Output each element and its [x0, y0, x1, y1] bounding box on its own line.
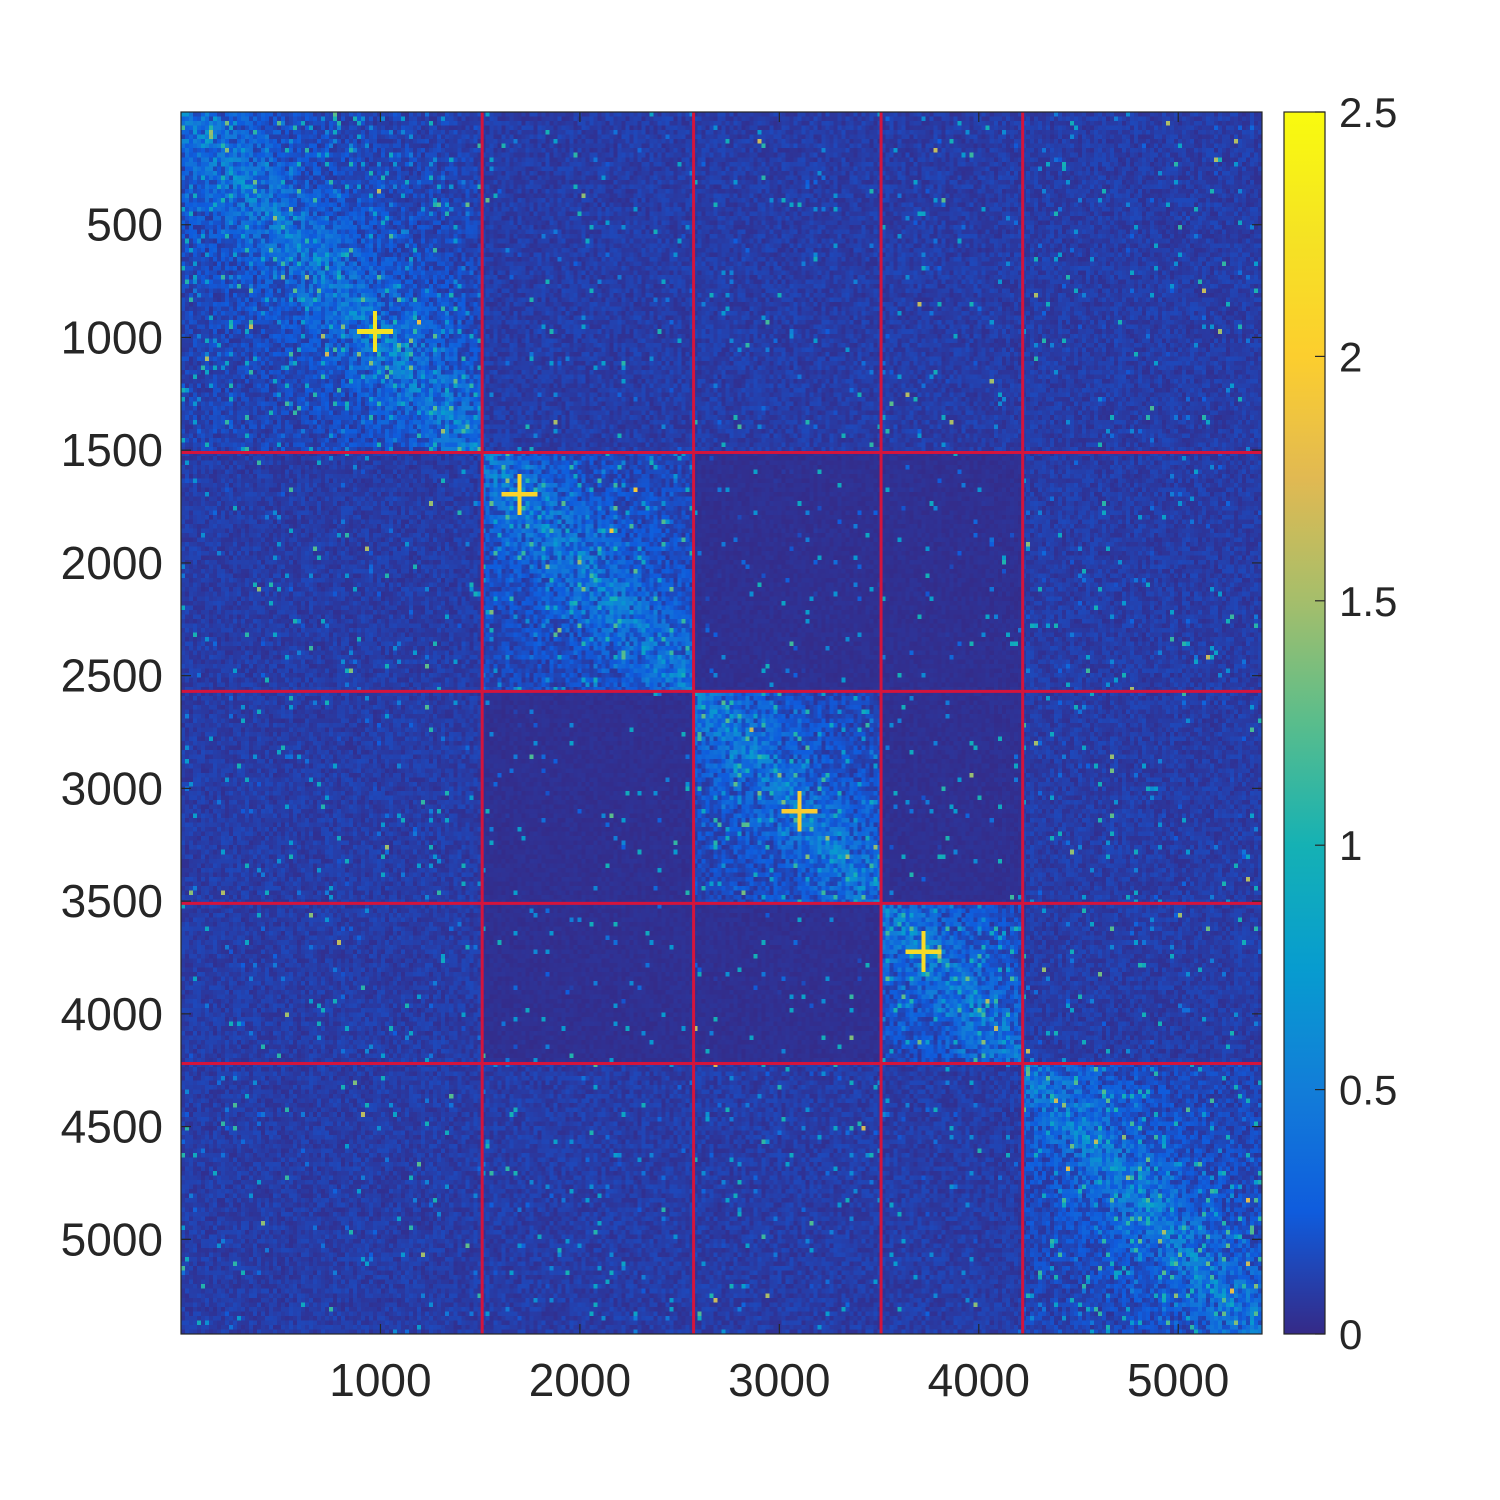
colorbar: 0 0.5 1 1.5 2 2.5: [1283, 89, 1397, 1358]
plot-frame: [180, 111, 1263, 1335]
x-tick-label: 1000: [329, 1354, 431, 1406]
y-tick-label: 4500: [61, 1101, 163, 1153]
colorbar-tick-label: 2: [1339, 333, 1362, 380]
x-tick-label: 5000: [1127, 1354, 1229, 1406]
heatmap-image: [181, 112, 1262, 1334]
y-tick-label: 5000: [61, 1213, 163, 1265]
y-tick-label: 2500: [61, 650, 163, 702]
y-tick-label: 3000: [61, 762, 163, 814]
colorbar-tick-label: 1: [1339, 822, 1362, 869]
colorbar-tick-label: 0.5: [1339, 1067, 1397, 1114]
y-tick-label: 500: [86, 199, 163, 251]
block-boundaries: [181, 112, 1262, 1334]
colorbar-tick-label: 2.5: [1339, 89, 1397, 136]
colorbar-gradient: [1283, 111, 1326, 1335]
y-tick-label: 1000: [61, 311, 163, 363]
x-tick-label: 3000: [728, 1354, 830, 1406]
colorbar-tick-label: 1.5: [1339, 578, 1397, 625]
colorbar-tick-label: 0: [1339, 1311, 1362, 1358]
heatmap-cells: [181, 112, 1262, 1334]
y-tick-label: 3500: [61, 875, 163, 927]
y-tick-label: 1500: [61, 424, 163, 476]
y-tick-label: 2000: [61, 537, 163, 589]
y-tick-label: 4000: [61, 988, 163, 1040]
x-tick-label: 4000: [928, 1354, 1030, 1406]
axes: 1000 2000 3000 4000 5000 500 1000 1500 2000 2500 3…: [61, 111, 1263, 1406]
x-tick-label: 2000: [529, 1354, 631, 1406]
